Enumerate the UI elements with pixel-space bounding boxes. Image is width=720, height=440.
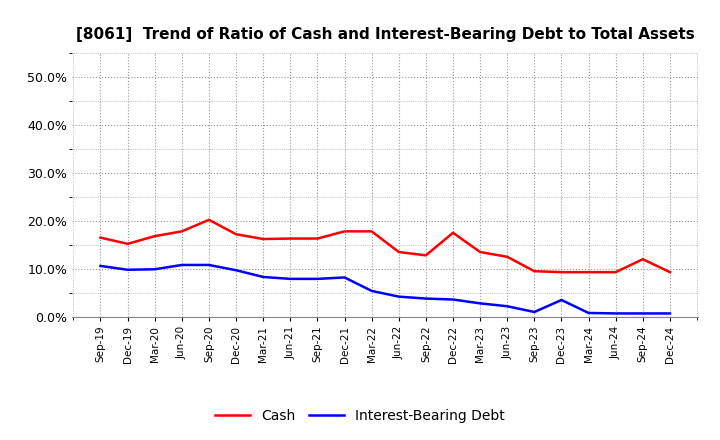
Interest-Bearing Debt (204, 262, 213, 268)
Interest-Bearing Debt (313, 276, 322, 282)
Interest-Bearing Debt (584, 310, 593, 315)
Cash (286, 236, 294, 241)
Line: Interest-Bearing Debt: Interest-Bearing Debt (101, 265, 670, 313)
Cash (178, 229, 186, 234)
Interest-Bearing Debt (476, 301, 485, 306)
Cash (341, 229, 349, 234)
Line: Cash: Cash (101, 220, 670, 272)
Cash (584, 270, 593, 275)
Interest-Bearing Debt (611, 311, 620, 316)
Interest-Bearing Debt (259, 274, 268, 279)
Cash (476, 249, 485, 255)
Cash (96, 235, 105, 240)
Interest-Bearing Debt (639, 311, 647, 316)
Legend: Cash, Interest-Bearing Debt: Cash, Interest-Bearing Debt (210, 403, 510, 429)
Interest-Bearing Debt (178, 262, 186, 268)
Cash (639, 257, 647, 262)
Cash (665, 270, 674, 275)
Cash (421, 253, 430, 258)
Cash (232, 231, 240, 237)
Cash (313, 236, 322, 241)
Interest-Bearing Debt (557, 297, 566, 303)
Cash (449, 230, 457, 235)
Interest-Bearing Debt (150, 267, 159, 272)
Cash (395, 249, 403, 255)
Interest-Bearing Debt (665, 311, 674, 316)
Interest-Bearing Debt (96, 263, 105, 268)
Cash (611, 270, 620, 275)
Interest-Bearing Debt (341, 275, 349, 280)
Cash (557, 270, 566, 275)
Cash (530, 268, 539, 274)
Interest-Bearing Debt (449, 297, 457, 302)
Cash (123, 241, 132, 246)
Interest-Bearing Debt (530, 309, 539, 315)
Cash (503, 254, 511, 260)
Cash (259, 236, 268, 242)
Interest-Bearing Debt (123, 267, 132, 272)
Cash (204, 217, 213, 223)
Interest-Bearing Debt (395, 294, 403, 299)
Interest-Bearing Debt (367, 288, 376, 293)
Interest-Bearing Debt (286, 276, 294, 282)
Cash (150, 234, 159, 239)
Title: [8061]  Trend of Ratio of Cash and Interest-Bearing Debt to Total Assets: [8061] Trend of Ratio of Cash and Intere… (76, 27, 695, 42)
Interest-Bearing Debt (232, 268, 240, 273)
Interest-Bearing Debt (503, 304, 511, 309)
Cash (367, 229, 376, 234)
Interest-Bearing Debt (421, 296, 430, 301)
